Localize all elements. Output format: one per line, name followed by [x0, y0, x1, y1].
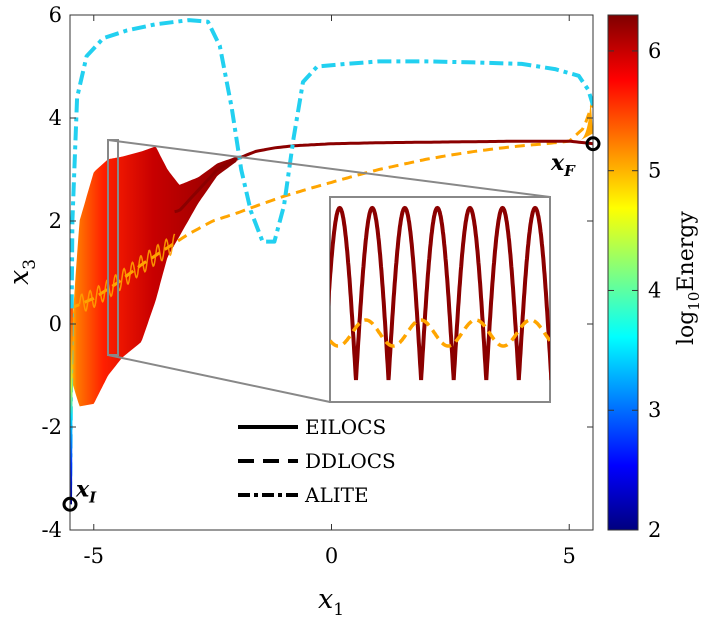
legend-entry-eilocs: EILOCS: [238, 415, 386, 439]
end-label: xF: [550, 150, 576, 180]
start-label: xI: [75, 476, 97, 506]
start-marker: [62, 496, 78, 512]
end-marker: [585, 136, 601, 152]
eilocs-oscillation-band: [70, 146, 237, 407]
y-tick-label: 6: [49, 3, 62, 27]
series-alite: [70, 18, 593, 505]
y-tick-label: -4: [42, 518, 62, 542]
colorbar-tick-label: 4: [648, 278, 661, 302]
colorbar-tick-label: 5: [648, 159, 661, 183]
inset-curves: [330, 205, 550, 381]
x-axis-label: x1: [318, 584, 344, 618]
y-tick-label: -2: [42, 415, 62, 439]
legend-label-ddlocs: DDLOCS: [305, 449, 396, 473]
legend-label-alite: ALITE: [304, 483, 369, 507]
colorbar: 2 3 4 5 6 log10Energy: [607, 14, 702, 542]
x-tick-label: 5: [563, 544, 576, 568]
x-tick-label: 0: [325, 544, 338, 568]
x-tick-label: -5: [84, 544, 104, 568]
zoom-indicator: [107, 139, 551, 403]
eilocs-band: [70, 146, 237, 407]
end-point: xF: [550, 136, 601, 180]
legend: EILOCS DDLOCS ALITE: [238, 415, 396, 507]
plot-area: -5 0 5 -4 -2 0 2 4 6 xI xF: [4, 3, 601, 620]
y-tick-label: 2: [49, 209, 62, 233]
legend-entry-ddlocs: DDLOCS: [238, 449, 396, 473]
legend-label-eilocs: EILOCS: [305, 415, 386, 439]
y-axis: -4 -2 0 2 4 6: [42, 3, 593, 542]
x-axis: -5 0 5: [84, 15, 576, 568]
series-eilocs: [174, 139, 593, 214]
colorbar-gradient: [607, 14, 639, 531]
y-axis-label: x3: [4, 259, 40, 285]
colorbar-tick-label: 2: [648, 518, 661, 542]
series-ddlocs: [70, 101, 593, 310]
inset-ddlocs-curve: [330, 318, 550, 348]
start-point: xI: [62, 476, 97, 512]
colorbar-label: log10Energy: [674, 211, 702, 345]
y-tick-label: 0: [49, 312, 62, 336]
legend-entry-alite: ALITE: [238, 483, 369, 507]
colorbar-ticks: 2 3 4 5 6: [608, 39, 661, 542]
y-tick-label: 4: [49, 106, 62, 130]
zoom-connector-top: [107, 139, 551, 198]
zoom-connector-bottom: [107, 354, 331, 403]
series-ddlocs-texture: [78, 233, 176, 312]
colorbar-tick-label: 3: [648, 398, 661, 422]
colorbar-tick-label: 6: [648, 39, 661, 63]
eilocs-end-spike: [578, 99, 593, 142]
inset-panel: [329, 196, 551, 403]
